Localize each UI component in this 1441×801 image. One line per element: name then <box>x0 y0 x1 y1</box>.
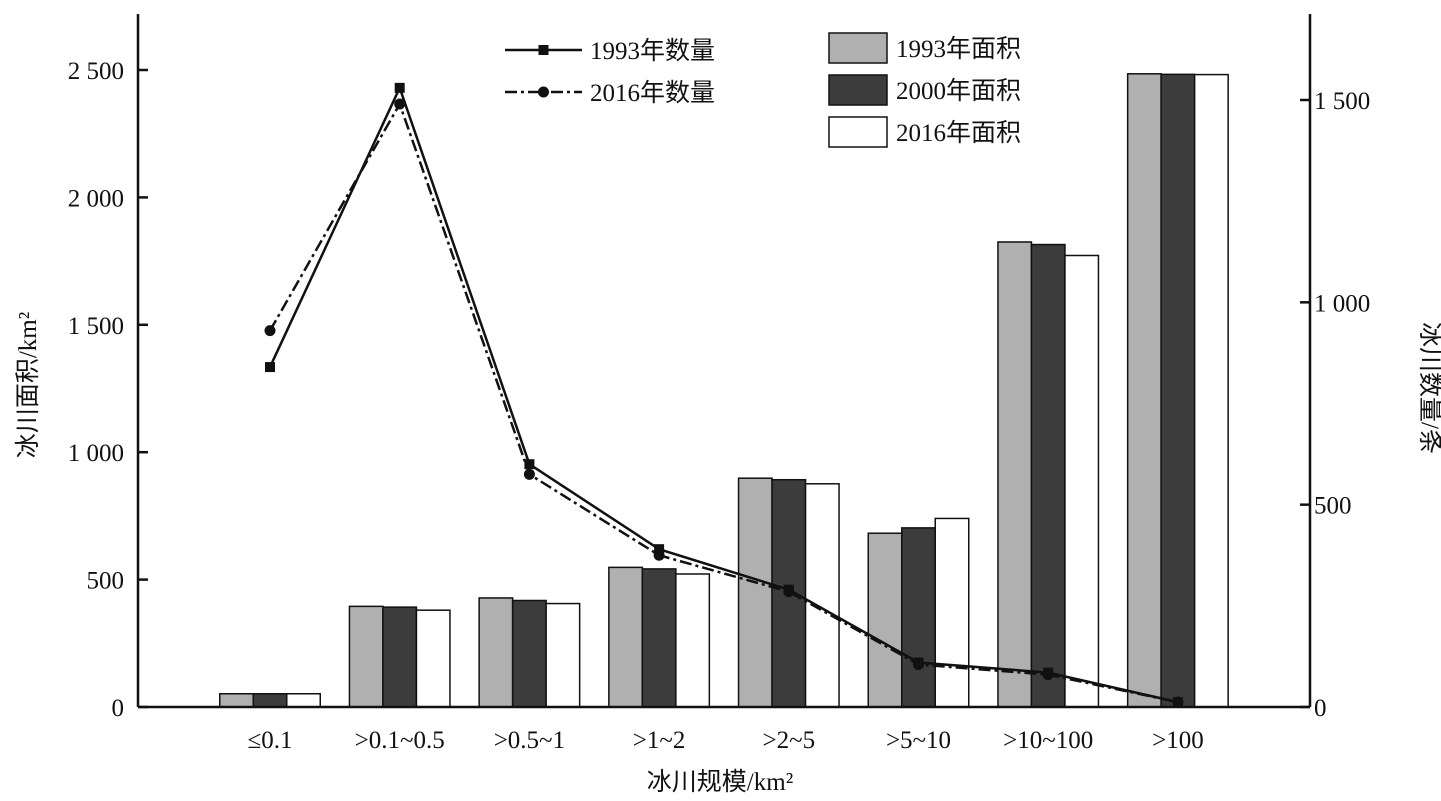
x-tick-label-2: >0.5~1 <box>494 727 565 754</box>
x-axis-title: 冰川规模/km² <box>647 768 793 796</box>
bar-1993-5 <box>867 532 903 708</box>
bar-2000-3 <box>641 568 677 708</box>
y2-tick-label-2: 1 000 <box>1314 290 1370 317</box>
line-2016 <box>268 101 1179 704</box>
lines-layer <box>264 82 1184 708</box>
bar-2000-6 <box>1030 243 1066 708</box>
line-1993 <box>268 84 1179 704</box>
y-tick-label-0: 0 <box>112 695 125 722</box>
legend: 1993年数量 2016年数量 1993年面积 2000年面积 2016年面积 <box>505 32 1021 148</box>
bar-1993-1 <box>348 605 384 708</box>
point-1993-1 <box>394 82 405 93</box>
bar-1993-3 <box>608 566 644 708</box>
x-tick-label-3: >1~2 <box>633 727 686 754</box>
point-2016-4 <box>783 586 795 598</box>
bar-2016-2 <box>545 602 581 708</box>
point-1993-0 <box>265 362 275 373</box>
bar-2016-0 <box>286 693 321 708</box>
legend-swatch-2000 <box>828 74 888 106</box>
bar-2016-4 <box>804 483 840 708</box>
legend-swatch-2016 <box>828 116 888 148</box>
bar-2000-0 <box>252 693 288 708</box>
x-tick-label-4: >2~5 <box>762 727 815 754</box>
point-1993-2 <box>524 459 535 470</box>
point-2016-3 <box>653 549 665 561</box>
legend-label-1993: 1993年数量 <box>590 37 715 65</box>
y-tick-label-4: 2 000 <box>68 185 124 212</box>
legend-marker-2016 <box>538 86 549 98</box>
legend-label-2000: 2000年面积 <box>896 77 1021 105</box>
bar-1993-4 <box>737 477 773 708</box>
bar-2016-3 <box>675 573 711 708</box>
bar-2016-1 <box>415 609 451 708</box>
axes-layer: 0 500 1 000 1 500 2 000 2 500 0 500 1 000 1 500 ≤0… <box>68 14 1370 754</box>
y2-tick-label-0: 0 <box>1314 695 1327 722</box>
point-2016-7 <box>1172 696 1184 708</box>
point-2016-5 <box>913 659 924 671</box>
bar-2000-5 <box>901 527 936 708</box>
y-tick-label-3: 1 500 <box>68 313 124 340</box>
bar-1993-6 <box>997 241 1033 708</box>
bar-2016-5 <box>934 517 970 708</box>
y-axis-title: 冰川面积/km² <box>14 312 42 458</box>
x-tick-label-1: >0.1~0.5 <box>355 727 445 754</box>
point-2016-0 <box>264 325 276 337</box>
point-2016-1 <box>394 98 406 110</box>
point-1993-3 <box>654 544 665 555</box>
bar-2000-2 <box>511 599 547 708</box>
x-tick-label-7: >100 <box>1152 727 1204 754</box>
x-tick-label-5: >5~10 <box>886 727 951 754</box>
point-2016-6 <box>1042 669 1054 681</box>
bar-2016-6 <box>1064 254 1100 708</box>
legend-label-2016: 2016年面积 <box>896 119 1021 147</box>
point-2016-2 <box>523 468 535 480</box>
legend-marker-1993 <box>538 45 549 55</box>
bars-layer <box>219 73 1229 708</box>
x-tick-label-6: >10~100 <box>1003 727 1093 754</box>
y2-tick-label-3: 1 500 <box>1314 88 1370 115</box>
y2-axis-title: 冰川数量/条 <box>1416 322 1441 454</box>
bar-1993-0 <box>219 693 254 708</box>
legend-swatch-1993 <box>828 32 888 64</box>
bar-2000-7 <box>1160 73 1196 708</box>
legend-label-2016: 2016年数量 <box>590 79 715 107</box>
y-tick-label-1: 500 <box>87 568 125 595</box>
bar-1993-2 <box>478 597 514 708</box>
x-tick-label-0: ≤0.1 <box>248 727 293 754</box>
y-tick-label-2: 1 000 <box>68 440 124 467</box>
bar-1993-7 <box>1126 73 1162 708</box>
bar-2000-1 <box>382 606 418 708</box>
legend-label-1993: 1993年面积 <box>896 35 1021 63</box>
y-tick-label-5: 2 500 <box>68 58 124 85</box>
y2-tick-label-1: 500 <box>1314 493 1352 520</box>
bar-2016-7 <box>1193 73 1229 708</box>
